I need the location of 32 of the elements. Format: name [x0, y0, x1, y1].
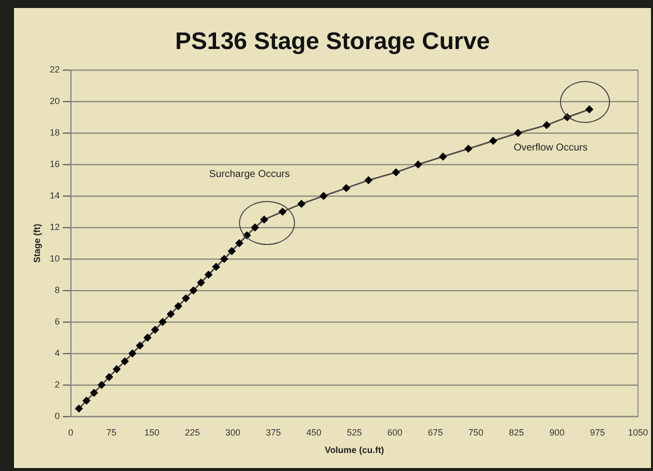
annotation: Overflow Occurs — [514, 142, 588, 154]
x-tick-label: 1050 — [628, 427, 648, 438]
x-tick-label: 375 — [266, 427, 281, 438]
x-tick-label: 900 — [549, 427, 564, 438]
x-tick-label: 825 — [508, 427, 524, 438]
y-tick-label: 6 — [54, 316, 60, 326]
y-tick-label: 0 — [54, 410, 60, 421]
x-tick-label: 675 — [428, 427, 443, 438]
y-axis-title: Stage (ft) — [32, 224, 42, 263]
y-tick-label: 8 — [54, 284, 60, 295]
y-tick-label: 16 — [50, 158, 60, 169]
x-tick-label: 750 — [468, 427, 484, 438]
x-axis-title: Volume (cu.ft) — [324, 445, 384, 456]
y-tick-label: 22 — [50, 64, 60, 74]
chart-title: PS136 Stage Storage Curve — [174, 28, 491, 56]
x-tick-label: 150 — [144, 427, 160, 438]
y-tick-label: 20 — [50, 96, 60, 106]
x-tick-label: 225 — [184, 427, 200, 438]
y-tick-label: 18 — [50, 127, 60, 138]
x-tick-label: 0 — [68, 427, 74, 438]
x-tick-label: 975 — [590, 427, 605, 438]
x-tick-label: 300 — [225, 427, 240, 438]
x-tick-label: 75 — [106, 427, 116, 438]
x-tick-label: 525 — [346, 427, 362, 438]
y-tick-label: 12 — [50, 222, 60, 232]
x-tick-label: 450 — [306, 427, 322, 438]
annotation: Surcharge Occurs — [209, 169, 290, 180]
y-tick-label: 14 — [50, 190, 60, 200]
y-tick-label: 2 — [54, 379, 60, 390]
x-tick-label: 600 — [387, 427, 402, 438]
y-tick-label: 4 — [54, 348, 60, 358]
y-tick-label: 10 — [50, 253, 60, 264]
